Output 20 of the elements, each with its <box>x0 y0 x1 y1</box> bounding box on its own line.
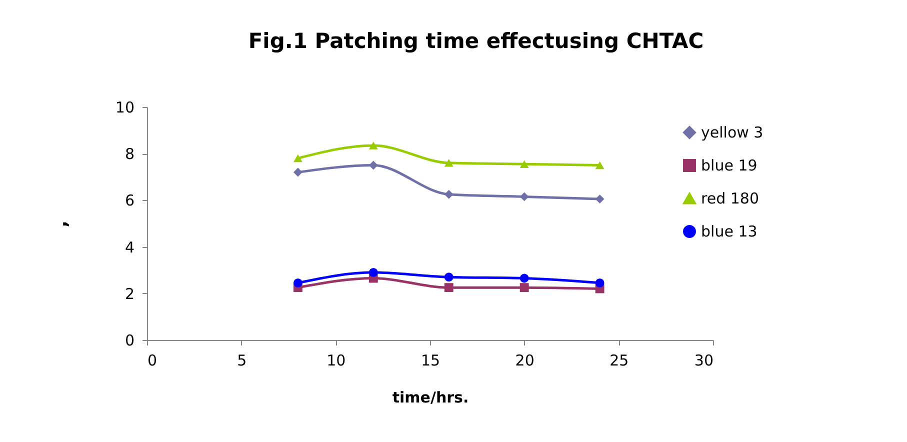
y-tick-label: 8 <box>124 145 134 164</box>
x-tick-label: 25 <box>610 352 629 370</box>
x-tick-label: 30 <box>694 352 714 370</box>
y-axis-title: , <box>50 220 72 228</box>
legend-label: blue 13 <box>701 222 758 240</box>
legend-label: blue 19 <box>701 156 758 174</box>
y-tick-label: 4 <box>124 238 134 256</box>
y-tick-label: 10 <box>115 98 134 116</box>
y-tick-label: 2 <box>124 284 134 303</box>
x-tick-label: 10 <box>326 352 346 370</box>
y-tick-label: 6 <box>124 192 134 210</box>
x-tick-label: 15 <box>420 352 440 370</box>
x-tick-label: 5 <box>237 352 247 370</box>
legend-label: red 180 <box>701 190 759 208</box>
x-tick-label: 20 <box>515 352 534 370</box>
chart-title: Fig.1 Patching time effectusing CHTAC <box>248 29 704 53</box>
y-tick-label: 0 <box>124 332 134 350</box>
x-tick-label: 0 <box>148 352 158 370</box>
legend-label: yellow 3 <box>701 124 764 142</box>
x-axis-title: time/hrs. <box>392 388 469 406</box>
